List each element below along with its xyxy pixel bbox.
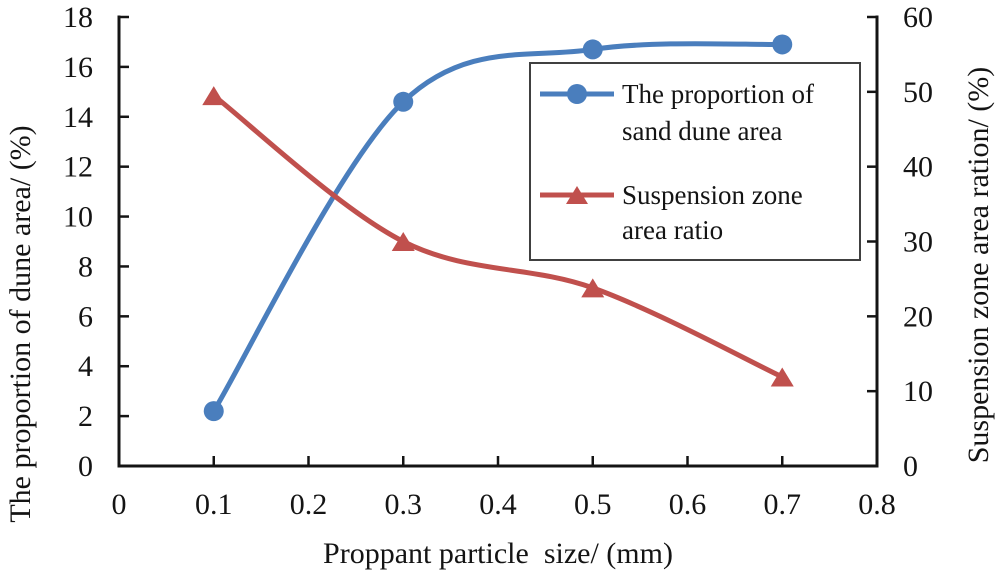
bottom-tick-label: 0.3 — [385, 488, 423, 521]
data-point-circle-marker — [772, 34, 793, 55]
bottom-tick-label: 0.2 — [290, 488, 328, 521]
series-line-sand-dune — [211, 41, 785, 414]
right-tick-label: 40 — [903, 151, 933, 184]
x-axis-title: Proppant particle size/ (mm) — [323, 537, 673, 570]
legend-label-sand-dune-line1: The proportion of — [622, 79, 814, 109]
data-point-circle-marker — [393, 91, 414, 112]
left-y-axis-title: The proportion of dune area/ (%) — [4, 125, 37, 522]
data-point-triangle-marker — [202, 86, 226, 106]
left-tick-label: 18 — [63, 1, 93, 34]
right-y-axis-title: Suspension zone area ration/ (%) — [962, 67, 995, 464]
bottom-tick-label: 0.5 — [574, 488, 612, 521]
bottom-tick-label: 0.4 — [479, 488, 517, 521]
right-tick-label: 10 — [903, 375, 933, 408]
left-tick-label: 10 — [63, 201, 93, 234]
bottom-tick-label: 0.7 — [764, 488, 802, 521]
right-tick-label: 0 — [903, 450, 918, 483]
data-point-circle-marker — [582, 39, 603, 60]
left-tick-label: 14 — [63, 101, 93, 134]
left-axis-ticks: 0 2 4 6 8 10 12 14 16 18 — [63, 1, 129, 483]
legend: The proportion of sand dune area Suspens… — [529, 62, 861, 261]
left-tick-label: 4 — [78, 350, 93, 383]
data-point-triangle-marker — [770, 367, 794, 387]
left-tick-label: 16 — [63, 51, 93, 84]
left-tick-label: 8 — [78, 250, 93, 283]
axes: 0 2 4 6 8 10 12 14 16 18 0 10 20 30 40 50 60 0 0.1 0.2 0.3… — [63, 1, 933, 521]
data-point-triangle-marker — [581, 278, 605, 298]
left-tick-label: 0 — [78, 450, 93, 483]
legend-label-suspension-line2: area ratio — [622, 215, 723, 245]
series-line-suspension — [211, 93, 785, 380]
bottom-axis-ticks: 0 0.1 0.2 0.3 0.4 0.5 0.6 0.7 0.8 — [112, 456, 896, 521]
legend-label-suspension-line1: Suspension zone — [622, 180, 803, 210]
legend-circle-marker-icon — [567, 84, 587, 104]
right-tick-label: 30 — [903, 226, 933, 259]
right-tick-label: 50 — [903, 76, 933, 109]
legend-label-sand-dune-line2: sand dune area — [622, 116, 782, 146]
series-group — [202, 34, 794, 422]
bottom-tick-label: 0 — [112, 488, 127, 521]
right-axis-ticks: 0 10 20 30 40 50 60 — [867, 1, 933, 483]
data-point-triangle-marker — [391, 232, 415, 251]
legend-triangle-marker-icon — [566, 186, 588, 204]
left-tick-label: 6 — [78, 300, 93, 333]
right-tick-label: 60 — [903, 1, 933, 34]
data-point-circle-marker — [203, 401, 224, 422]
bottom-tick-label: 0.6 — [669, 488, 707, 521]
left-tick-label: 2 — [78, 400, 93, 433]
bottom-tick-label: 0.8 — [858, 488, 896, 521]
bottom-tick-label: 0.1 — [195, 488, 233, 521]
left-tick-label: 12 — [63, 151, 93, 184]
right-tick-label: 20 — [903, 300, 933, 333]
